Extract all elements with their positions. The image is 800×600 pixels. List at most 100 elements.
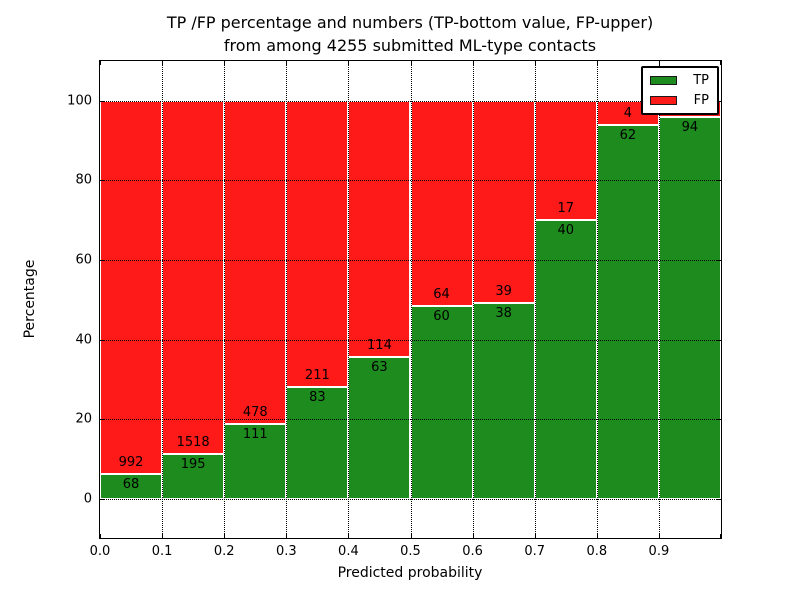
x-tick-mark-top [348, 61, 350, 65]
x-tick-mark [410, 534, 412, 538]
bar-label-tp: 195 [180, 456, 206, 472]
bar-label-fp: 39 [495, 283, 512, 299]
y-tick-mark-right [717, 260, 721, 262]
gridline-vertical [596, 61, 598, 538]
y-tick-mark [100, 180, 104, 182]
x-tick-label: 0.8 [586, 544, 608, 559]
x-tick-mark-top [596, 61, 598, 65]
bar-label-fp: 4 [623, 105, 632, 121]
legend-label-tp: TP [693, 73, 709, 88]
legend-swatch-fp-icon [650, 96, 677, 105]
bar-segment-tp [162, 453, 225, 500]
x-tick-mark [596, 534, 598, 538]
y-tick-mark-right [717, 499, 721, 501]
y-tick-label: 60 [75, 252, 92, 268]
x-tick-mark-top [162, 61, 164, 65]
chart-title-line2: from among 4255 submitted ML-type contac… [223, 36, 597, 55]
x-tick-mark-top [472, 61, 474, 65]
y-tick-mark-right [717, 419, 721, 421]
bar-label-tp: 68 [122, 476, 140, 492]
bar-segment-tp [534, 219, 597, 500]
bar-segment-tp [410, 306, 473, 500]
plot-canvas: 992 68 1518 195 478 111 211 83 114 63 64 60 39 38 17 40… [67, 61, 721, 559]
y-tick-mark [100, 499, 104, 501]
bar-segment-fp [100, 100, 163, 474]
legend-entry-fp: FP [650, 93, 709, 108]
bar-segment-fp [224, 100, 287, 425]
gridline-vertical [472, 61, 474, 538]
y-tick-mark-right [717, 100, 721, 102]
bar-label-fp: 478 [242, 405, 268, 421]
x-tick-label: 0.2 [213, 544, 235, 559]
bar-segment-tp [100, 473, 163, 500]
x-tick-mark-top [100, 61, 101, 65]
legend: TP FP [641, 66, 719, 115]
x-axis-label: Predicted probability [337, 565, 483, 581]
y-tick-mark-right [717, 339, 721, 341]
gridline-vertical [224, 61, 226, 538]
legend-entry-tp: TP [650, 73, 709, 88]
x-tick-mark-top [286, 61, 288, 65]
x-tick-mark [472, 534, 474, 538]
x-tick-label: 0.1 [151, 544, 173, 559]
bar-segment-fp [348, 100, 411, 358]
bar-label-tp: 38 [495, 305, 512, 321]
y-tick-label: 80 [75, 172, 92, 188]
gridline-vertical [348, 61, 350, 538]
x-tick-mark [720, 534, 721, 538]
y-tick-label: 40 [75, 332, 92, 348]
bar-label-tp: 94 [681, 120, 699, 136]
bar-segment-tp [472, 302, 535, 500]
x-tick-mark [100, 534, 101, 538]
bar-label-fp: 114 [367, 338, 392, 354]
bar-segment-tp [348, 357, 411, 500]
x-tick-label: 0.7 [524, 544, 546, 559]
gridline-vertical [410, 61, 412, 538]
y-tick-mark [100, 260, 104, 262]
y-tick-mark [100, 100, 104, 102]
bar-label-tp: 83 [309, 389, 326, 405]
y-tick-label: 20 [75, 411, 92, 427]
x-tick-mark-top [658, 61, 660, 65]
bar-label-tp: 111 [242, 427, 268, 443]
x-tick-mark-top [410, 61, 412, 65]
bar-label-fp: 17 [557, 200, 575, 216]
gridline-vertical [534, 61, 536, 538]
y-tick-label: 100 [67, 93, 92, 109]
bar-segment-fp [472, 100, 535, 303]
bar-label-tp: 60 [433, 309, 450, 325]
bar-label-fp: 1518 [176, 434, 210, 450]
y-axis-label: Percentage [22, 259, 38, 339]
bar-label-tp: 62 [619, 127, 637, 143]
bar-label-fp: 64 [433, 287, 450, 303]
x-tick-mark-top [534, 61, 536, 65]
legend-label-fp: FP [693, 93, 709, 108]
x-tick-mark-top [720, 61, 721, 65]
x-tick-label: 0.4 [338, 544, 359, 559]
bar-segment-fp [286, 100, 349, 387]
x-tick-mark [224, 534, 226, 538]
x-tick-label: 0.9 [648, 544, 670, 559]
bar-segment-tp [286, 386, 349, 500]
x-tick-mark [286, 534, 288, 538]
y-tick-mark [100, 339, 104, 341]
bar-segment-fp [410, 100, 473, 307]
bar-segment-fp [162, 100, 225, 454]
bar-label-tp: 63 [371, 360, 388, 376]
gridline-vertical [286, 61, 288, 538]
x-tick-mark-top [224, 61, 226, 65]
legend-swatch-tp-icon [650, 76, 677, 85]
x-tick-label: 0.5 [400, 544, 421, 559]
bar-label-fp: 992 [118, 454, 144, 470]
x-tick-label: 0.0 [89, 544, 111, 559]
bar-label-fp: 211 [304, 367, 330, 383]
gridline-vertical [658, 61, 660, 538]
x-tick-mark [534, 534, 536, 538]
x-tick-mark [348, 534, 350, 538]
y-tick-mark-right [717, 180, 721, 182]
x-tick-label: 0.3 [275, 544, 297, 559]
y-tick-mark [100, 419, 104, 421]
bar-label-tp: 40 [557, 222, 575, 238]
bar-segment-tp [658, 117, 721, 500]
